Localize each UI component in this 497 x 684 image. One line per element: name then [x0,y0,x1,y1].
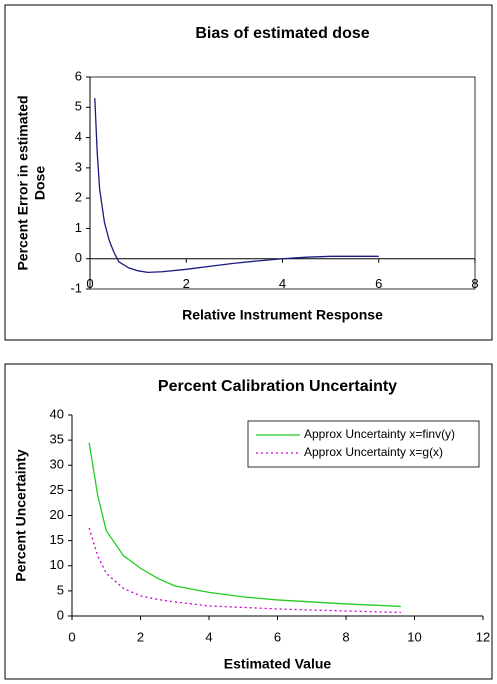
chart-frame [4,4,493,341]
y-tick-label: 1 [75,220,82,235]
chart-title: Percent Calibration Uncertainty [158,378,397,395]
y-tick-label: 25 [50,482,64,497]
y-tick-label: 20 [50,507,64,522]
x-tick-label: 4 [279,276,286,291]
y-tick-label: 4 [75,129,82,144]
x-tick-label: 10 [407,629,421,644]
y-axis-label: Percent Uncertainty [13,449,29,581]
legend-label: Approx Uncertainty x=finv(y) [304,427,455,441]
legend-box [247,420,480,468]
x-tick-label: 6 [274,629,281,644]
series-line [94,98,379,273]
x-axis-label: Estimated Value [224,656,332,672]
chart-title: Bias of estimated dose [195,25,369,42]
y-tick-label: 35 [50,432,64,447]
x-tick-label: 12 [476,629,490,644]
y-tick-label: 10 [50,557,64,572]
x-axis-label: Relative Instrument Response [182,307,383,323]
y-tick-label: 6 [75,68,82,83]
x-tick-label: 0 [68,629,75,644]
y-tick-label: 0 [75,250,82,265]
series-line [88,527,401,614]
x-tick-label: 8 [342,629,349,644]
y-tick-label: -1 [70,280,82,295]
y-tick-label: 40 [50,406,64,421]
x-tick-label: 2 [137,629,144,644]
x-tick-label: 2 [183,276,190,291]
x-tick-label: 6 [375,276,382,291]
y-tick-label: 2 [75,190,82,205]
y-tick-label: 3 [75,159,82,174]
chart-frame [4,363,493,680]
y-tick-label: 15 [50,532,64,547]
x-tick-label: 0 [86,276,93,291]
y-tick-label: 30 [50,457,64,472]
x-tick-label: 8 [471,276,478,291]
x-tick-label: 4 [205,629,212,644]
series-line [88,442,401,608]
y-tick-label: 5 [75,99,82,114]
y-tick-label: 0 [57,607,64,622]
y-axis-label: Percent Error in estimatedDose [14,95,47,270]
y-tick-label: 5 [57,582,64,597]
legend-label: Approx Uncertainty x=g(x) [304,445,443,459]
